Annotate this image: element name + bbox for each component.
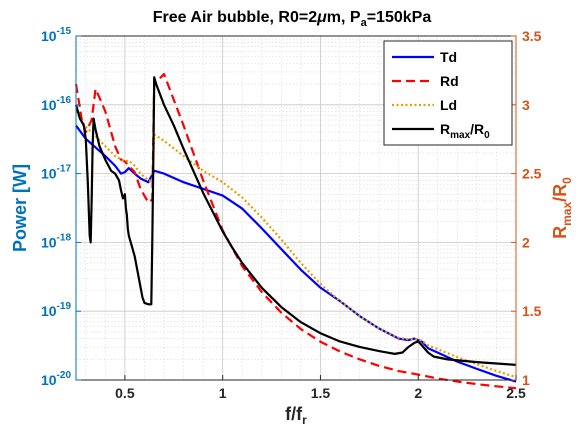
legend: Td Rd Ld Rmax/R0 <box>383 40 513 146</box>
y-left-tick-label: 10-18 <box>41 232 71 250</box>
series-group <box>74 72 517 390</box>
x-tick-label: 0.5 <box>115 385 135 401</box>
y-right-tick-label: 3 <box>522 97 530 113</box>
series-line-r-max-r-0 <box>74 76 517 366</box>
y-right-tick-label: 1.5 <box>522 303 542 319</box>
x-tick-label: 2 <box>414 385 422 401</box>
y-axis-right-label: Rmax/R0 <box>550 177 574 239</box>
y-left-tick-label: 10-19 <box>41 301 71 319</box>
y-left-tick-label: 10-20 <box>41 370 71 388</box>
legend-label: Ld <box>440 97 457 113</box>
legend-label: Rd <box>440 73 459 89</box>
y-right-tick-label: 3.5 <box>522 28 542 44</box>
y-left-tick-label: 10-15 <box>41 26 71 44</box>
legend-label: Rmax/R0 <box>440 121 490 141</box>
y-left-tick-label: 10-17 <box>41 164 71 182</box>
series-line-rd <box>74 72 517 390</box>
chart-title: Free Air bubble, R0=2μm, Pa=150kPa <box>153 9 432 29</box>
x-axis-label: f/fr <box>285 404 307 427</box>
axes: 0.5 1 1.5 2 2.5 10-20 10-19 10-18 10-17 10-16 10-1… <box>41 26 542 401</box>
x-tick-label: 1.5 <box>311 385 331 401</box>
y-right-tick-label: 1 <box>522 372 530 388</box>
x-tick-label: 2.5 <box>506 385 526 401</box>
y-left-tick-label: 10-16 <box>41 95 71 113</box>
y-right-tick-label: 2 <box>522 234 530 250</box>
legend-label: Td <box>440 49 457 65</box>
series-line-ld <box>75 110 517 379</box>
y-axis-left-label: Power [W] <box>10 164 30 252</box>
x-tick-label: 1 <box>219 385 227 401</box>
y-right-tick-label: 2.5 <box>522 166 542 182</box>
series-line-td <box>75 124 517 383</box>
legend-box <box>383 40 513 146</box>
